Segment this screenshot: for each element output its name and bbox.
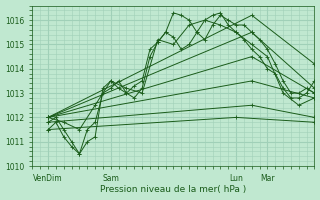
X-axis label: Pression niveau de la mer( hPa ): Pression niveau de la mer( hPa ) — [100, 185, 247, 194]
